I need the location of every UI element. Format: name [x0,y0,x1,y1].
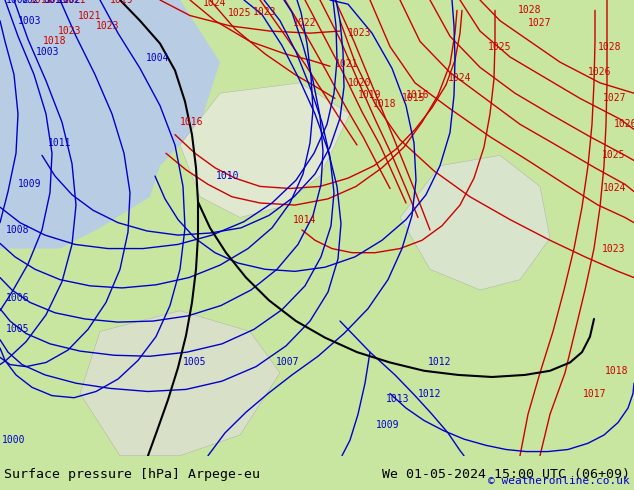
Text: 1023: 1023 [602,244,626,253]
Text: 1022: 1022 [294,18,317,28]
Text: 002: 002 [21,0,39,5]
Text: 1025: 1025 [228,8,252,19]
Text: Surface pressure [hPa] Arpege-eu: Surface pressure [hPa] Arpege-eu [4,468,260,481]
Text: 1012: 1012 [428,358,452,368]
Text: 1014: 1014 [294,215,317,224]
Polygon shape [80,311,280,456]
Text: 1023: 1023 [96,21,120,31]
Text: 1024: 1024 [448,73,472,83]
Text: 1020: 1020 [348,78,372,88]
Polygon shape [400,155,550,290]
Text: 1007: 1007 [276,358,300,368]
Text: 1025: 1025 [602,150,626,160]
Text: 1019: 1019 [45,0,68,5]
Polygon shape [180,83,350,218]
Text: 1011: 1011 [48,138,72,148]
Text: 1000: 1000 [3,435,26,445]
Text: 1002: 1002 [6,0,30,5]
Text: 1015: 1015 [402,94,426,103]
Text: 001: 001 [43,0,61,5]
Text: 1008: 1008 [6,225,30,235]
Text: 1013: 1013 [386,394,410,404]
Text: 1009: 1009 [18,179,42,189]
Text: 1021: 1021 [78,11,101,21]
Text: © weatheronline.co.uk: © weatheronline.co.uk [488,476,630,486]
Text: 1002: 1002 [58,0,82,5]
Polygon shape [0,0,220,248]
Text: 1006: 1006 [6,294,30,303]
Text: 1024: 1024 [603,183,627,194]
Text: 1024: 1024 [204,0,227,8]
Text: 1021: 1021 [63,0,87,5]
Text: 1021: 1021 [335,59,359,69]
Text: 1018: 1018 [43,36,67,47]
Text: 1027: 1027 [603,94,627,103]
Text: 1028: 1028 [518,5,541,15]
Text: 1017: 1017 [30,0,54,5]
Text: 1019: 1019 [358,90,382,100]
Text: 1012: 1012 [418,389,442,398]
Text: 1018: 1018 [373,98,397,109]
Text: 1010: 1010 [216,171,240,181]
Text: 1005: 1005 [6,324,30,334]
Text: 1003: 1003 [36,47,60,57]
Polygon shape [0,0,150,145]
Text: 1023: 1023 [348,28,372,38]
Text: 1026: 1026 [588,68,612,77]
Text: 1004: 1004 [146,53,170,63]
Text: 1026: 1026 [614,119,634,129]
Text: 1027: 1027 [528,18,552,28]
Text: 1028: 1028 [598,42,622,51]
Text: 1016: 1016 [180,117,204,127]
Text: We 01-05-2024 15:00 UTC (06+09): We 01-05-2024 15:00 UTC (06+09) [382,468,630,481]
Text: 1017: 1017 [583,389,607,398]
Text: 1009: 1009 [376,419,400,430]
Text: 1025: 1025 [488,42,512,51]
Text: 1023: 1023 [58,26,82,36]
Text: 1005: 1005 [183,358,207,368]
Text: 1016: 1016 [406,90,430,100]
Text: 1018: 1018 [605,366,629,376]
Text: 1023: 1023 [253,7,277,18]
Text: 1019: 1019 [110,0,134,5]
Text: 1003: 1003 [18,16,42,25]
